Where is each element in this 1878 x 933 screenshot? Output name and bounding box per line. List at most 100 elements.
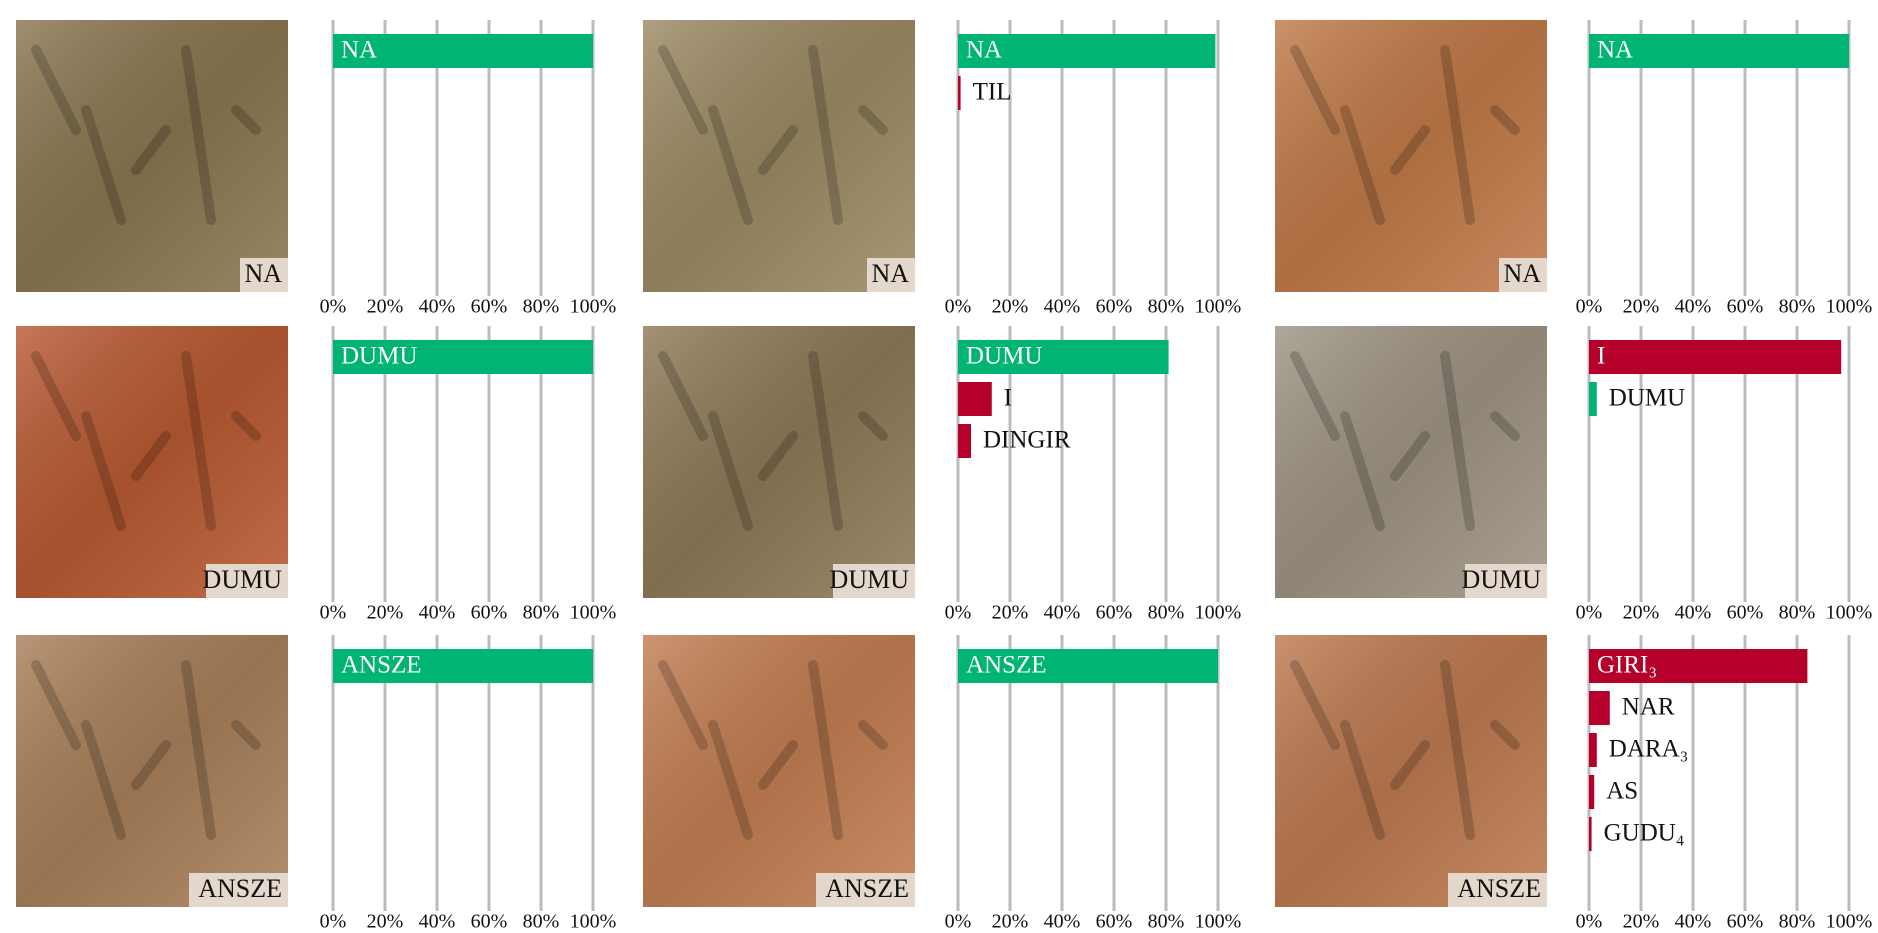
x-tick-label: 40% bbox=[1044, 296, 1081, 318]
bar-label: DUMU bbox=[341, 343, 417, 370]
x-tick-label: 100% bbox=[1826, 602, 1873, 624]
bar-label: DUMU bbox=[966, 343, 1042, 370]
bar-label: DUMU bbox=[1609, 385, 1685, 412]
tablet-wedge bbox=[231, 720, 261, 750]
bar-label: GUDU₄ bbox=[1604, 820, 1685, 847]
tablet-image-shade bbox=[643, 20, 915, 292]
tablet-wedge bbox=[81, 411, 126, 531]
tablet-wedge bbox=[808, 45, 843, 225]
x-tick-label: 80% bbox=[1779, 296, 1816, 318]
tablet-wedge bbox=[181, 45, 216, 225]
x-tick-label: 60% bbox=[1096, 602, 1133, 624]
x-tick-label: 80% bbox=[1779, 911, 1816, 933]
x-tick-label: 40% bbox=[1044, 602, 1081, 624]
tablet-wedge bbox=[131, 125, 171, 175]
tablet-wedge bbox=[658, 660, 708, 750]
x-tick-label: 20% bbox=[1623, 602, 1660, 624]
bar-label: AS bbox=[1606, 778, 1638, 805]
image-label: ANSZE bbox=[825, 874, 909, 903]
bar bbox=[1589, 340, 1842, 374]
tablet-wedge bbox=[1490, 105, 1520, 135]
x-tick-label: 0% bbox=[320, 296, 347, 318]
tablet-wedge bbox=[81, 105, 126, 225]
image-label-box bbox=[240, 258, 288, 292]
tablet-image-shade bbox=[16, 635, 288, 907]
image-label: NA bbox=[871, 259, 909, 288]
tablet-wedge bbox=[1290, 660, 1340, 750]
image-label-box bbox=[867, 258, 915, 292]
image-label: DUMU bbox=[1462, 565, 1542, 594]
x-tick-label: 100% bbox=[1195, 911, 1242, 933]
x-tick-label: 60% bbox=[1096, 296, 1133, 318]
x-tick-label: 60% bbox=[471, 296, 508, 318]
image-label: DUMU bbox=[203, 565, 283, 594]
tablet-wedge bbox=[1340, 105, 1385, 225]
x-tick-label: 60% bbox=[1727, 911, 1764, 933]
tablet-wedge bbox=[658, 351, 708, 441]
bar-label: DARA₃ bbox=[1609, 736, 1689, 763]
tablet-wedge bbox=[1440, 45, 1475, 225]
tablet-wedge bbox=[858, 411, 888, 441]
bar-label: ANSZE bbox=[966, 652, 1047, 679]
image-label: ANSZE bbox=[1457, 874, 1541, 903]
x-tick-label: 20% bbox=[1623, 296, 1660, 318]
x-tick-label: 60% bbox=[1727, 602, 1764, 624]
bar bbox=[958, 34, 1216, 68]
tablet-wedge bbox=[81, 720, 126, 840]
image-label-box bbox=[206, 564, 288, 598]
x-tick-label: 0% bbox=[945, 602, 972, 624]
tablet-wedge bbox=[1490, 720, 1520, 750]
x-tick-label: 100% bbox=[1195, 296, 1242, 318]
tablet-wedge bbox=[858, 105, 888, 135]
tablet-wedge bbox=[31, 660, 81, 750]
x-tick-label: 100% bbox=[570, 602, 617, 624]
x-tick-label: 0% bbox=[1576, 911, 1603, 933]
x-tick-label: 20% bbox=[992, 296, 1029, 318]
bar bbox=[958, 340, 1169, 374]
x-tick-label: 80% bbox=[1148, 911, 1185, 933]
tablet-image-shade bbox=[16, 20, 288, 292]
bar-label: DINGIR bbox=[983, 427, 1071, 454]
bar bbox=[333, 340, 593, 374]
bar bbox=[958, 649, 1218, 683]
x-tick-label: 20% bbox=[992, 602, 1029, 624]
x-tick-label: 80% bbox=[523, 296, 560, 318]
bar-label: TIL bbox=[973, 79, 1012, 106]
tablet-wedge bbox=[181, 660, 216, 840]
tablet-wedge bbox=[808, 351, 843, 531]
tablet-image-shade bbox=[1275, 326, 1547, 598]
x-tick-label: 100% bbox=[1826, 911, 1873, 933]
tablet-wedge bbox=[131, 740, 171, 790]
bar-label: I bbox=[1004, 385, 1012, 412]
x-tick-label: 20% bbox=[367, 296, 404, 318]
x-tick-label: 80% bbox=[1148, 296, 1185, 318]
tablet-wedge bbox=[1390, 431, 1430, 481]
x-tick-label: 20% bbox=[367, 911, 404, 933]
bar-label: NA bbox=[341, 37, 377, 64]
x-tick-label: 80% bbox=[1148, 602, 1185, 624]
image-label: NA bbox=[244, 259, 282, 288]
x-tick-label: 80% bbox=[523, 602, 560, 624]
tablet-wedge bbox=[1390, 740, 1430, 790]
x-tick-label: 0% bbox=[945, 296, 972, 318]
tablet-wedge bbox=[231, 411, 261, 441]
x-tick-label: 0% bbox=[320, 911, 347, 933]
x-tick-label: 60% bbox=[471, 911, 508, 933]
image-label: DUMU bbox=[830, 565, 910, 594]
bar bbox=[1589, 817, 1592, 851]
bar-label: NA bbox=[1597, 37, 1633, 64]
bar-label: I bbox=[1597, 343, 1605, 370]
tablet-image-shade bbox=[1275, 20, 1547, 292]
tablet-wedge bbox=[1290, 351, 1340, 441]
tablet-wedge bbox=[658, 45, 708, 135]
tablet-wedge bbox=[758, 125, 798, 175]
bar bbox=[1589, 775, 1595, 809]
x-tick-label: 40% bbox=[419, 602, 456, 624]
x-tick-label: 0% bbox=[1576, 296, 1603, 318]
x-tick-label: 100% bbox=[570, 911, 617, 933]
x-tick-label: 60% bbox=[471, 602, 508, 624]
bar bbox=[1589, 34, 1849, 68]
x-tick-label: 60% bbox=[1727, 296, 1764, 318]
bar bbox=[958, 382, 992, 416]
